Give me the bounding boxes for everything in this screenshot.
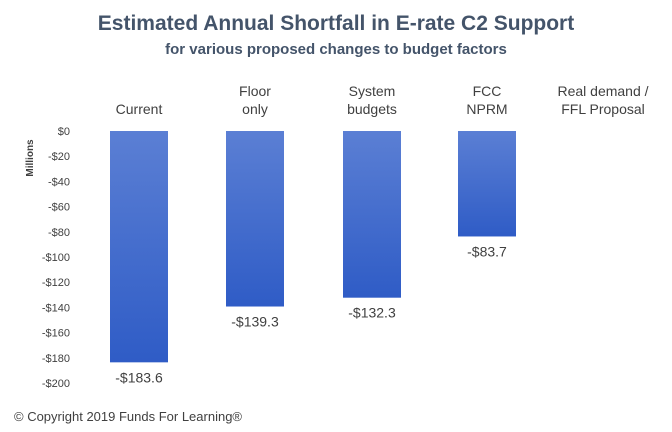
y-tick-label: -$60 [48,202,70,214]
bar [110,131,168,363]
bar [343,131,401,298]
data-label: -$83.7 [467,243,507,259]
data-label: -$132.3 [348,305,396,321]
category-label: System [349,83,396,99]
y-tick-label: -$20 [48,151,70,163]
y-tick-label: -$200 [42,378,70,390]
chart-subtitle: for various proposed changes to budget f… [165,41,507,58]
category-label: NPRM [466,101,507,117]
y-tick-label: -$120 [42,277,70,289]
category-label: Floor [239,83,271,99]
y-tick-label: -$160 [42,328,70,340]
category-label: Current [116,101,163,117]
category-label: Real demand / [557,83,648,99]
bar [226,131,284,307]
y-tick-label: -$140 [42,302,70,314]
y-tick-label: -$100 [42,252,70,264]
y-axis-title: Millions [25,139,36,177]
category-label: FFL Proposal [561,101,645,117]
chart-title: Estimated Annual Shortfall in E-rate C2 … [98,12,574,35]
y-tick-label: -$40 [48,176,70,188]
y-tick-label: $0 [58,126,70,138]
bar [458,131,516,237]
category-label: FCC [473,83,502,99]
y-axis: $0 -$20 -$40 -$60 -$80 -$100 -$120 -$140 -$160 -$… [42,126,70,390]
bars [110,131,516,363]
y-tick-label: -$80 [48,227,70,239]
y-tick-label: -$180 [42,353,70,365]
data-labels: -$183.6 -$139.3 -$132.3 -$83.7 [115,243,507,385]
copyright-text: © Copyright 2019 Funds For Learning® [14,409,242,424]
category-label: only [242,101,268,117]
data-label: -$139.3 [231,314,279,330]
category-label: budgets [347,101,397,117]
category-labels: Current Floor only System budgets FCC NPRM Real… [116,83,649,117]
data-label: -$183.6 [115,369,163,385]
